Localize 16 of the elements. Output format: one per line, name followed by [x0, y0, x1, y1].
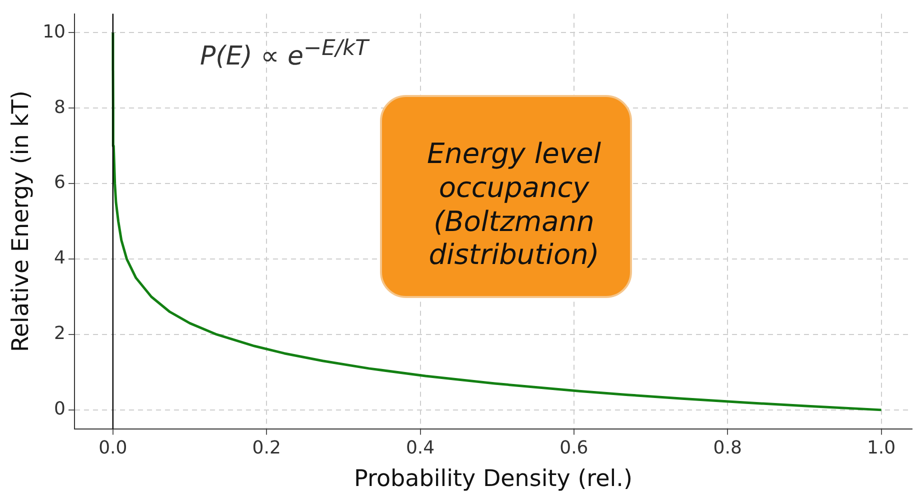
x-tick-label: 0.4 [406, 437, 435, 458]
x-axis-title: Probability Density (rel.) [354, 466, 632, 492]
x-tick-label: 0.2 [252, 437, 281, 458]
x-tick-label: 0.0 [98, 437, 128, 458]
y-tick-label: 8 [54, 96, 66, 118]
x-tick-label: 0.6 [560, 437, 588, 458]
y-tick-label: 4 [54, 248, 66, 269]
y-axis-title: Relative Energy (in kT) [8, 90, 34, 352]
annotation: P(E) ∝ e$^{−E/kT}$ [200, 36, 368, 72]
y-tick-label: 2 [54, 323, 66, 344]
x-tick-label: 1.0 [866, 437, 896, 458]
x-tick-label: 0.8 [713, 437, 742, 458]
y-tick-label: 0 [54, 398, 66, 420]
y-tick-label: 6 [54, 172, 66, 194]
y-tick-label: 10 [42, 21, 66, 42]
annotation: Energy level occupancy (Boltzmann distribution) [426, 136, 602, 274]
